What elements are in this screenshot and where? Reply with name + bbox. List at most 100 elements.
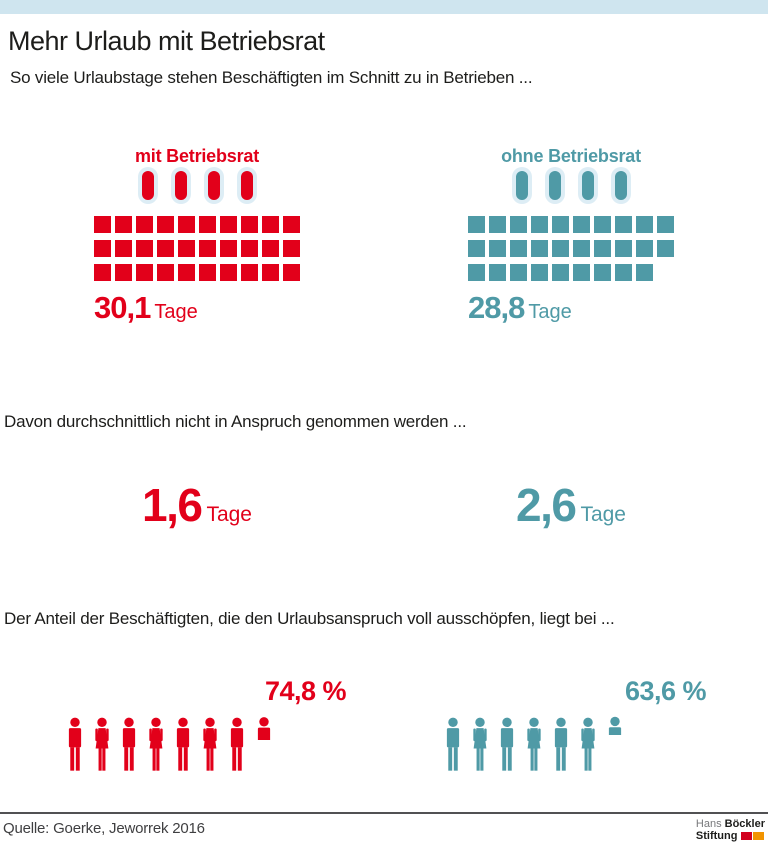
day-square-icon xyxy=(283,264,300,281)
value-days-mit-number: 30,1 xyxy=(94,290,151,325)
label-ohne-betriebsrat: ohne Betriebsrat xyxy=(501,146,641,166)
day-square-icon xyxy=(510,216,527,233)
person-male-icon xyxy=(497,716,517,772)
day-square-icon xyxy=(594,240,611,257)
day-square-row xyxy=(94,240,300,257)
day-square-icon xyxy=(199,264,216,281)
section1-heading: So viele Urlaubstage stehen Beschäftigte… xyxy=(10,68,533,87)
day-square-icon xyxy=(157,264,174,281)
day-square-icon xyxy=(262,216,279,233)
day-square-icon xyxy=(241,264,258,281)
people-pictogram-mit xyxy=(65,716,274,772)
day-square-icon xyxy=(573,240,590,257)
day-square-icon xyxy=(157,240,174,257)
day-square-icon xyxy=(115,264,132,281)
calendar-pin-icon xyxy=(207,171,220,200)
day-square-icon xyxy=(115,240,132,257)
day-square-icon xyxy=(178,240,195,257)
day-square-icon xyxy=(94,240,111,257)
value-percent-mit: 74,8 % xyxy=(264,676,347,706)
calendar-pin-icon xyxy=(581,171,594,200)
value-percent-ohne: 63,6 % xyxy=(624,676,707,706)
footer-divider xyxy=(0,812,768,814)
value-days-ohne-unit: Tage xyxy=(528,301,572,323)
value-days-ohne-number: 28,8 xyxy=(468,290,525,325)
person-male-icon xyxy=(551,716,571,772)
day-square-icon xyxy=(510,240,527,257)
person-male-icon xyxy=(173,716,193,772)
day-squares-grid-ohne xyxy=(468,216,674,281)
value-unused-ohne-unit: Tage xyxy=(580,503,626,526)
logo-line2: Stiftung xyxy=(696,830,765,842)
value-unused-mit-number: 1,6 xyxy=(142,479,203,531)
day-square-icon xyxy=(657,240,674,257)
calendar-pin-icon xyxy=(174,171,187,200)
person-partial-icon xyxy=(605,716,625,735)
day-square-icon xyxy=(157,216,174,233)
day-square-icon xyxy=(552,240,569,257)
value-unused-mit: 1,6 Tage xyxy=(94,478,300,532)
person-male-icon xyxy=(119,716,139,772)
value-unused-mit-unit: Tage xyxy=(206,503,252,526)
day-square-icon xyxy=(115,216,132,233)
day-square-icon xyxy=(283,240,300,257)
hans-boeckler-stiftung-logo: Hans Böckler Stiftung xyxy=(696,818,765,842)
calendar-pins-ohne-icon xyxy=(468,171,674,200)
person-female-icon xyxy=(470,716,490,772)
day-square-icon xyxy=(94,264,111,281)
day-square-icon xyxy=(178,216,195,233)
value-unused-ohne-number: 2,6 xyxy=(516,479,577,531)
day-square-icon xyxy=(220,240,237,257)
logo-text-stiftung: Stiftung xyxy=(695,830,738,842)
day-square-icon xyxy=(531,216,548,233)
day-square-icon xyxy=(262,240,279,257)
day-square-icon xyxy=(489,240,506,257)
section3-heading: Der Anteil der Beschäftigten, die den Ur… xyxy=(4,609,615,628)
day-square-icon xyxy=(615,216,632,233)
day-square-icon xyxy=(136,216,153,233)
calendar-pin-icon xyxy=(614,171,627,200)
day-square-icon xyxy=(636,240,653,257)
day-square-icon xyxy=(220,264,237,281)
day-square-icon xyxy=(178,264,195,281)
day-square-icon xyxy=(573,264,590,281)
day-square-icon xyxy=(241,216,258,233)
person-partial-icon xyxy=(254,716,274,740)
person-female-icon xyxy=(200,716,220,772)
day-square-icon xyxy=(573,216,590,233)
logo-mark-icon xyxy=(741,832,765,840)
day-square-icon xyxy=(136,264,153,281)
calendar-pin-icon xyxy=(548,171,561,200)
day-square-icon xyxy=(552,216,569,233)
day-square-icon xyxy=(199,240,216,257)
calendar-pin-icon xyxy=(515,171,528,200)
value-days-ohne: 28,8 Tage xyxy=(468,290,572,326)
day-square-icon xyxy=(594,264,611,281)
day-square-icon xyxy=(468,240,485,257)
calendar-pin-icon xyxy=(240,171,253,200)
label-mit-betriebsrat: mit Betriebsrat xyxy=(134,146,260,166)
day-square-icon xyxy=(594,216,611,233)
day-square-icon xyxy=(468,216,485,233)
person-female-icon xyxy=(146,716,166,772)
person-male-icon xyxy=(65,716,85,772)
day-square-icon xyxy=(615,240,632,257)
person-male-icon xyxy=(227,716,247,772)
day-square-row xyxy=(468,264,674,281)
day-square-icon xyxy=(241,240,258,257)
day-square-icon xyxy=(136,240,153,257)
source-credit: Quelle: Goerke, Jeworrek 2016 xyxy=(3,820,205,837)
day-square-icon xyxy=(636,216,653,233)
day-square-icon xyxy=(468,264,485,281)
top-accent-bar xyxy=(0,0,768,14)
section2-heading: Davon durchschnittlich nicht in Anspruch… xyxy=(4,412,467,431)
day-square-icon xyxy=(283,216,300,233)
day-square-icon xyxy=(489,216,506,233)
calendar-pins-mit-icon xyxy=(94,171,300,200)
day-square-row xyxy=(94,264,300,281)
day-square-row xyxy=(468,216,674,233)
day-square-icon xyxy=(636,264,653,281)
people-pictogram-ohne xyxy=(443,716,625,772)
day-square-icon xyxy=(94,216,111,233)
